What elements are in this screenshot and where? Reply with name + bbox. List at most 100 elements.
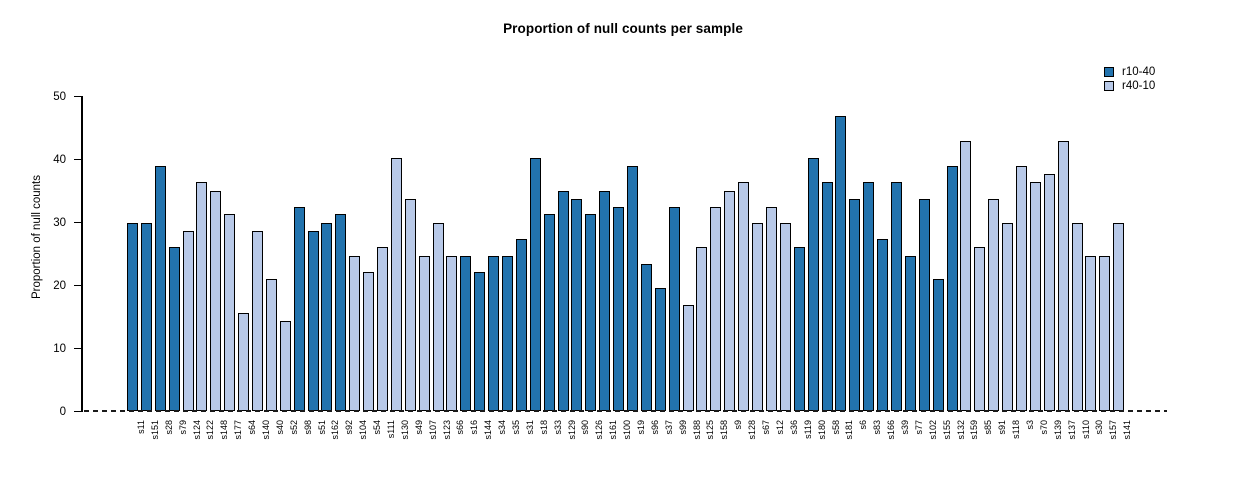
x-tick-label-s124: s124	[191, 420, 202, 440]
bar-s3	[1015, 165, 1027, 411]
y-axis-tick	[74, 95, 82, 98]
bar-s98	[293, 206, 305, 411]
bar-s51	[307, 231, 319, 411]
x-tick-label-s67: s67	[761, 420, 772, 435]
x-tick-label-s162: s162	[330, 420, 341, 440]
x-tick-label-s77: s77	[913, 420, 924, 435]
y-axis-tick	[74, 410, 82, 413]
bar-s144	[474, 271, 486, 411]
bar-s85	[974, 247, 986, 411]
bar-s54	[363, 271, 375, 411]
bar-s151	[140, 222, 152, 411]
bar-s188	[682, 305, 694, 411]
x-tick-label-s130: s130	[399, 420, 410, 440]
x-tick-label-s100: s100	[622, 420, 633, 440]
plot-area	[80, 96, 1166, 411]
bar-s166	[877, 239, 889, 411]
x-tick-label-s12: s12	[774, 420, 785, 435]
x-tick-label-s188: s188	[691, 420, 702, 440]
x-tick-label-s9: s9	[733, 420, 744, 430]
x-tick-label-s151: s151	[149, 420, 160, 440]
bar-s118	[1002, 222, 1014, 411]
legend-item-r40-10: r40-10	[1104, 79, 1155, 93]
bar-s158	[710, 206, 722, 411]
bar-s52	[279, 320, 291, 411]
bar-s141	[1113, 222, 1125, 411]
x-tick-label-s107: s107	[427, 420, 438, 440]
x-tick-label-s128: s128	[747, 420, 758, 440]
bar-s11	[127, 222, 138, 411]
x-tick-label-s141: s141	[1122, 420, 1133, 440]
x-tick-label-s19: s19	[636, 420, 647, 435]
bar-s58	[821, 181, 833, 411]
x-tick-label-s37: s37	[663, 420, 674, 435]
legend-label: r10-40	[1122, 66, 1156, 78]
legend-swatch-icon	[1104, 67, 1114, 77]
bar-s99	[668, 206, 680, 411]
zero-baseline	[84, 409, 1167, 412]
bar-s40	[265, 279, 277, 411]
bar-s124	[182, 231, 194, 411]
x-tick-label-s36: s36	[788, 420, 799, 435]
x-tick-label-s66: s66	[455, 420, 466, 435]
legend-label: r40-10	[1122, 80, 1156, 92]
bar-s36	[779, 222, 791, 411]
x-tick-label-s52: s52	[288, 420, 299, 435]
bar-s79	[168, 247, 180, 411]
x-tick-label-s33: s33	[552, 420, 563, 435]
x-tick-label-s123: s123	[441, 420, 452, 440]
y-axis-tick	[74, 158, 82, 161]
bar-s107	[418, 256, 430, 411]
y-axis-tick-label: 40	[53, 153, 66, 166]
x-tick-label-s137: s137	[1066, 420, 1077, 440]
bar-s110	[1071, 222, 1083, 411]
x-tick-label-s157: s157	[1108, 420, 1119, 440]
bar-s66	[446, 256, 458, 411]
x-tick-label-s122: s122	[205, 420, 216, 440]
bar-s111	[377, 247, 389, 411]
x-tick-label-s91: s91	[997, 420, 1008, 435]
y-axis-tick-label: 30	[53, 216, 66, 229]
x-tick-label-s11: s11	[136, 420, 146, 434]
bar-s128	[738, 181, 750, 411]
x-tick-label-s64: s64	[247, 420, 258, 435]
x-tick-label-s132: s132	[955, 420, 966, 440]
x-tick-label-s110: s110	[1080, 420, 1091, 439]
bar-s70	[1029, 181, 1041, 411]
x-tick-label-s58: s58	[830, 420, 841, 435]
x-tick-label-s119: s119	[802, 420, 813, 439]
x-tick-label-s96: s96	[649, 420, 660, 435]
bar-s130	[390, 158, 402, 411]
x-tick-label-s140: s140	[261, 420, 271, 440]
x-tick-label-s70: s70	[1038, 420, 1049, 435]
y-axis-tick	[74, 347, 82, 350]
bar-s177	[224, 214, 236, 411]
bar-s139	[1043, 174, 1055, 411]
x-tick-label-s98: s98	[302, 420, 313, 435]
bar-s64	[238, 312, 250, 411]
chart-title: Proportion of null counts per sample	[503, 21, 743, 36]
bar-s92	[335, 214, 347, 411]
bar-s100	[613, 206, 625, 411]
bar-s18	[529, 158, 541, 411]
x-tick-label-s28: s28	[163, 420, 174, 435]
bar-s31	[515, 239, 527, 411]
bar-s148	[210, 190, 222, 411]
y-axis-tick-label: 10	[53, 342, 66, 355]
x-tick-label-s125: s125	[705, 420, 716, 440]
x-tick-label-s158: s158	[719, 420, 730, 440]
y-axis-tick-label: 20	[53, 279, 66, 292]
bar-s102	[918, 198, 930, 411]
bar-s123	[432, 222, 444, 411]
y-axis-tick	[74, 284, 82, 287]
y-axis-tick	[74, 221, 82, 224]
x-tick-label-s49: s49	[413, 420, 424, 435]
x-tick-label-s85: s85	[983, 420, 994, 435]
x-tick-label-s35: s35	[511, 420, 522, 435]
bar-s159	[960, 141, 972, 411]
x-tick-label-s90: s90	[580, 420, 591, 435]
x-tick-label-s104: s104	[358, 420, 369, 440]
x-tick-label-s79: s79	[177, 420, 188, 435]
bar-s96	[640, 264, 652, 411]
